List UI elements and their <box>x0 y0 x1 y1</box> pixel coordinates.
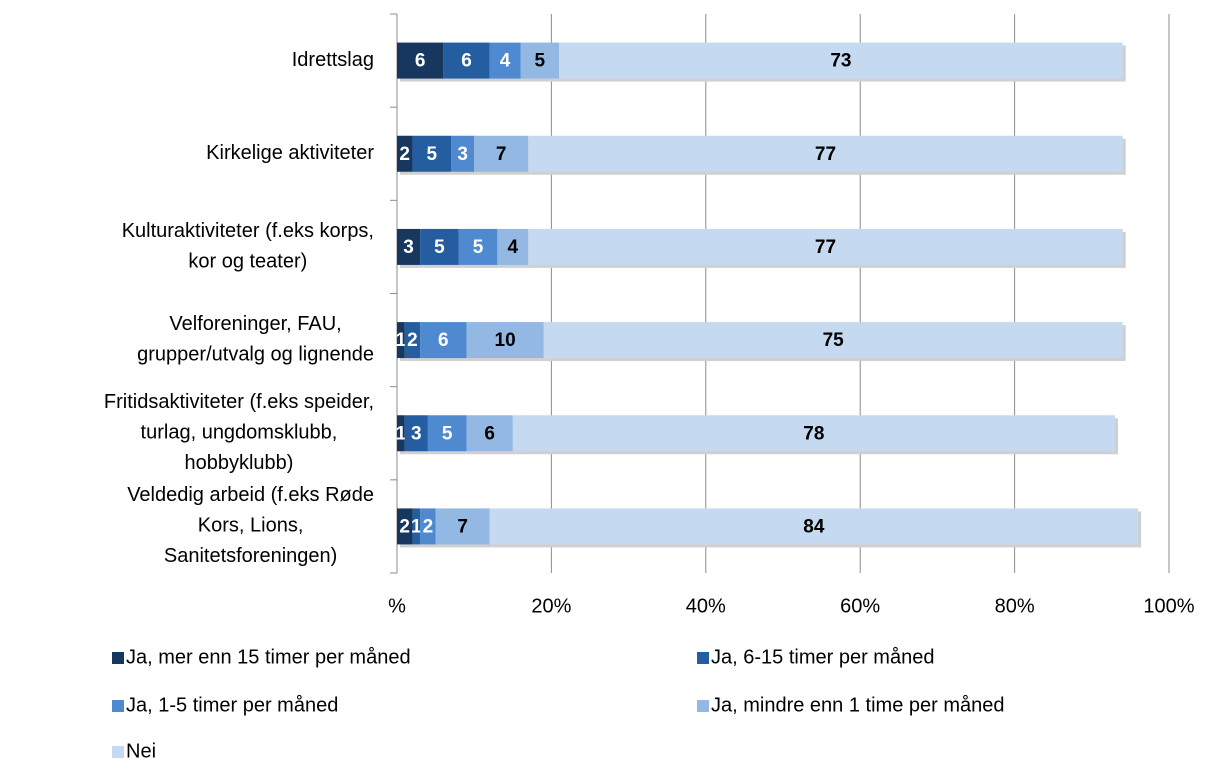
bar <box>397 228 421 265</box>
bar <box>466 415 513 452</box>
legend-label: Ja, 6-15 timer per måned <box>711 646 934 668</box>
bar <box>489 508 1139 545</box>
value-label: 3 <box>411 423 422 444</box>
value-label: 4 <box>508 237 519 258</box>
legend-label: Nei <box>126 740 156 762</box>
y-tick-label: Veldedig arbeid (f.eks Røde <box>127 484 374 506</box>
bar <box>474 135 529 172</box>
value-label: 5 <box>442 423 453 444</box>
value-label: 75 <box>823 330 845 351</box>
bar <box>520 42 560 79</box>
value-label: 6 <box>461 51 472 72</box>
legend-label: Ja, mindre enn 1 time per måned <box>711 694 1005 716</box>
bar <box>512 415 1115 452</box>
bar <box>427 415 467 452</box>
bar <box>497 228 529 265</box>
y-tick-label: grupper/utvalg og lignende <box>137 344 374 366</box>
y-tick-label: Velforeninger, FAU, <box>169 313 341 335</box>
value-label: 2 <box>423 516 434 537</box>
value-label: 2 <box>407 330 418 351</box>
bar <box>397 508 413 545</box>
bar <box>404 322 421 359</box>
bar <box>543 322 1123 359</box>
value-label: 73 <box>830 51 851 72</box>
value-label: 1 <box>411 516 422 537</box>
x-tick-label: 20% <box>531 595 571 617</box>
bar <box>397 135 413 172</box>
bar <box>412 135 452 172</box>
bar <box>412 508 421 545</box>
x-tick-label: % <box>388 595 406 617</box>
y-tick-label: kor og teater) <box>188 250 307 272</box>
bar <box>435 508 490 545</box>
value-label: 4 <box>500 51 511 72</box>
value-label: 5 <box>535 51 546 72</box>
value-label: 3 <box>457 144 468 165</box>
value-label: 5 <box>434 237 445 258</box>
value-label: 1 <box>396 423 407 444</box>
value-label: 3 <box>403 237 414 258</box>
bar <box>397 42 444 79</box>
y-tick-label: turlag, ungdomsklubb, <box>141 422 338 444</box>
y-tick-label: Sanitetsforeningen) <box>164 545 337 567</box>
legend-label: Ja, mer enn 15 timer per måned <box>126 646 411 668</box>
value-label: 10 <box>495 330 516 351</box>
x-tick-label: 60% <box>840 595 880 617</box>
legend-swatch <box>112 700 124 712</box>
bar <box>420 322 467 359</box>
value-label: 77 <box>815 144 836 165</box>
value-label: 6 <box>438 330 449 351</box>
value-label: 5 <box>473 237 484 258</box>
bar <box>443 42 490 79</box>
bar <box>458 228 498 265</box>
value-label: 2 <box>399 516 410 537</box>
value-label: 6 <box>415 51 426 72</box>
legend-swatch <box>697 700 709 712</box>
value-label: 1 <box>396 330 407 351</box>
bar <box>404 415 428 452</box>
y-tick-label: Idrettslag <box>292 49 374 71</box>
value-label: 5 <box>426 144 437 165</box>
bar <box>528 228 1123 265</box>
bar <box>559 42 1123 79</box>
bar <box>397 322 405 359</box>
y-tick-label: Kors, Lions, <box>198 515 304 537</box>
bar <box>466 322 544 359</box>
legend-swatch <box>697 652 709 664</box>
value-label: 7 <box>496 144 507 165</box>
value-label: 84 <box>803 516 825 537</box>
value-label: 77 <box>815 237 836 258</box>
value-label: 2 <box>399 144 410 165</box>
x-tick-label: 40% <box>686 595 726 617</box>
value-label: 6 <box>484 423 495 444</box>
legend-label: Ja, 1-5 timer per måned <box>126 694 338 716</box>
bar <box>420 508 436 545</box>
y-tick-label: Kirkelige aktiviteter <box>206 142 374 164</box>
bar <box>451 135 475 172</box>
bar <box>528 135 1123 172</box>
value-label: 7 <box>457 516 468 537</box>
legend-swatch <box>112 746 124 758</box>
value-label: 78 <box>803 423 824 444</box>
y-tick-label: Kulturaktiviteter (f.eks korps, <box>122 220 374 242</box>
x-tick-label: 100% <box>1143 595 1194 617</box>
bar <box>397 415 405 452</box>
bar <box>420 228 459 265</box>
x-tick-label: 80% <box>995 595 1035 617</box>
bar <box>489 42 521 79</box>
y-tick-label: hobbyklubb) <box>184 452 293 474</box>
legend-swatch <box>112 652 124 664</box>
y-tick-label: Fritidsaktiviteter (f.eks speider, <box>104 391 374 413</box>
